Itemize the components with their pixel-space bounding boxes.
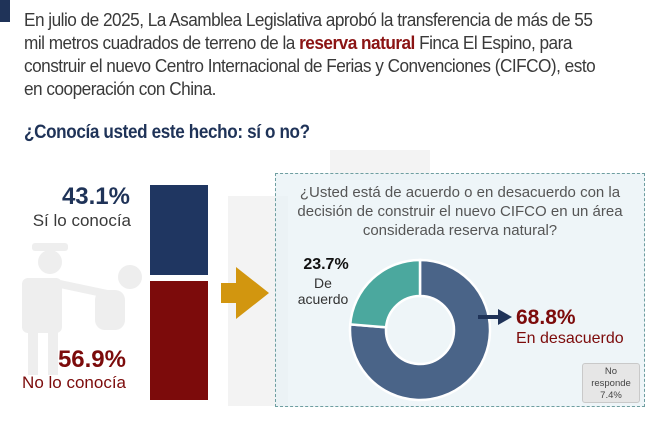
no-response-box: No responde 7.4% [582, 363, 640, 403]
survey-question: ¿Conocía usted este hecho: sí o no? [24, 122, 310, 143]
agree-value: 23.7% [303, 256, 349, 273]
intro-text-before: En julio de 2025, La Asamblea Legislativ… [24, 9, 593, 53]
known-yes-value: 43.1% [61, 183, 130, 210]
disagree-label: En desacuerdo [516, 330, 624, 347]
donut-slice-disagree [348, 258, 492, 402]
right-arrow-icon [221, 267, 269, 319]
panel-question: ¿Usted está de acuerdo o en desacuerdo c… [297, 184, 623, 239]
corner-accent [0, 0, 10, 22]
intro-highlight: reserva natural [299, 32, 415, 53]
agreement-donut-chart [348, 258, 492, 402]
no-response-value: 7.4% [600, 390, 622, 401]
agree-label: De acuerdo [297, 275, 349, 307]
pointer-arrow-icon [478, 309, 512, 325]
no-response-label: No responde [591, 366, 631, 389]
known-no-label: No lo conocía [22, 373, 126, 392]
known-no-value: 56.9% [57, 346, 126, 373]
known-no-bar [150, 281, 208, 400]
known-yes-bar [150, 185, 208, 275]
donut-slice-agree [348, 258, 422, 329]
intro-text: En julio de 2025, La Asamblea Legislativ… [24, 8, 605, 100]
known-yes-label: Sí lo conocía [32, 211, 131, 230]
intro-text-after: Finca El Espino, para construir el nuevo… [24, 32, 596, 99]
disagree-value: 68.8% [516, 306, 576, 329]
